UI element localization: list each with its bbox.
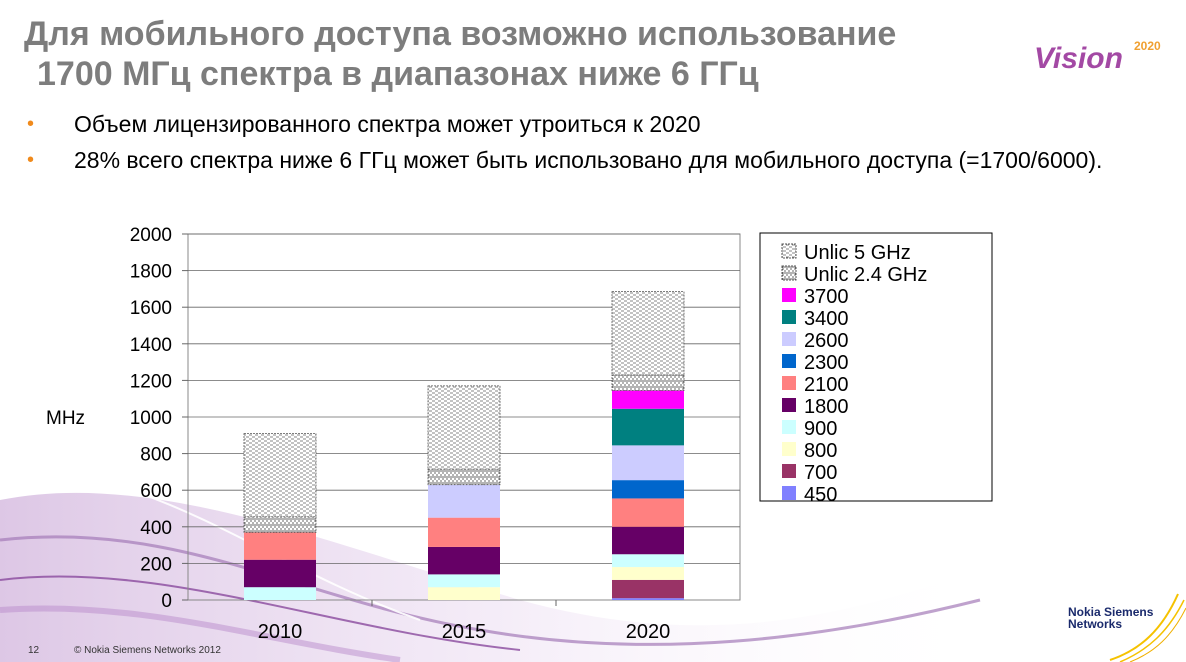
bar-segment-700-2020 <box>612 579 684 599</box>
bar-segment-900-2010 <box>244 587 316 600</box>
bar-segment-450-2020 <box>612 598 684 600</box>
legend-swatch <box>782 464 796 478</box>
legend-swatch <box>781 265 797 281</box>
legend-swatch <box>782 442 796 456</box>
bar-segment-unlic-2-4-ghz-2020 <box>611 374 685 391</box>
legend-swatch <box>782 376 796 390</box>
x-axis-ticks: 2010 2015 2020 <box>258 600 671 643</box>
bar-segment-1800-2015 <box>428 546 500 575</box>
slide-title: Для мобильного доступа возможно использо… <box>24 14 1004 94</box>
bar-segment-2600-2015 <box>428 484 500 518</box>
bullet-dot-icon: • <box>27 149 35 171</box>
legend-label: 2600 <box>804 330 849 352</box>
copyright: © Nokia Siemens Networks 2012 <box>74 645 221 656</box>
legend-swatch <box>782 398 796 412</box>
y-tick-label: 0 <box>161 591 172 612</box>
legend-label: 2300 <box>804 352 849 374</box>
legend-swatch <box>782 420 796 434</box>
y-tick-label: 200 <box>140 554 172 575</box>
bullet-item: • Объем лицензированного спектра может ут… <box>24 110 1144 138</box>
bar-segment-2100-2020 <box>612 498 684 527</box>
legend-label: Unlic 5 GHz <box>804 242 911 264</box>
y-tick-label: 2000 <box>130 225 172 246</box>
legend-swatch <box>781 243 797 259</box>
legend-swatch <box>782 332 796 346</box>
legend-label: 900 <box>804 418 837 440</box>
logo-text: Vision <box>1034 42 1123 75</box>
legend-label: 3400 <box>804 308 849 330</box>
bullet-text: Объем лицензированного спектра может утр… <box>74 111 701 137</box>
y-tick-label: 600 <box>140 481 172 502</box>
y-tick-label: 1200 <box>130 371 172 392</box>
bar-segment-unlic-2-4-ghz-2015 <box>427 468 501 486</box>
bar-segment-900-2020 <box>612 554 684 568</box>
brand-line-1: Nokia Siemens <box>1068 605 1154 619</box>
vision-2020-logo: Vision 2020 <box>1034 39 1161 75</box>
logo-year: 2020 <box>1134 39 1161 53</box>
bar-segment-800-2015 <box>428 587 500 600</box>
bar-segment-2600-2020 <box>612 445 684 481</box>
bar-segment-2300-2020 <box>612 480 684 499</box>
legend-label: 2100 <box>804 374 849 396</box>
bullet-dot-icon: • <box>27 113 35 135</box>
bullet-list: • Объем лицензированного спектра может ут… <box>24 110 1144 182</box>
bar-segment-unlic-2-4-ghz-2010 <box>243 516 317 533</box>
legend-label: 450 <box>804 484 837 506</box>
nsn-swoosh-icon <box>1109 593 1186 662</box>
bar-segment-unlic-5-ghz-2020 <box>611 291 685 376</box>
y-tick-label: 800 <box>140 445 172 466</box>
y-tick-label: 1400 <box>130 335 172 356</box>
bar-segment-1800-2010 <box>244 559 316 588</box>
y-tick-label: 1800 <box>130 262 172 283</box>
x-tick-label: 2015 <box>442 621 487 643</box>
bar-segment-1800-2020 <box>612 526 684 555</box>
bullet-item: • 28% всего спектра ниже 6 ГГц может быть… <box>24 146 1144 174</box>
brand-line-2: Networks <box>1068 617 1123 631</box>
title-line-2: 1700 МГц спектра в диапазонах ниже 6 ГГц <box>37 55 759 93</box>
y-tick-label: 1000 <box>130 408 172 429</box>
y-tick-label: 1600 <box>130 298 172 319</box>
y-tick-label: 400 <box>140 518 172 539</box>
bar-segment-unlic-5-ghz-2015 <box>427 385 501 470</box>
bar-segment-2100-2010 <box>244 532 316 560</box>
bar-segment-3700-2020 <box>612 390 684 409</box>
x-tick-label: 2010 <box>258 621 303 643</box>
bar-segment-3400-2020 <box>612 408 684 446</box>
brand-logo: Nokia Siemens Networks <box>1068 606 1153 630</box>
bar-segment-900-2015 <box>428 574 500 588</box>
y-axis-ticks: 0 200 400 600 800 1000 1200 1400 1600 1800 2000 <box>130 225 188 612</box>
legend-label: 800 <box>804 440 837 462</box>
legend-label: 1800 <box>804 396 849 418</box>
bar-segment-800-2020 <box>612 567 684 580</box>
legend-swatch <box>782 486 796 500</box>
legend-label: Unlic 2.4 GHz <box>804 264 927 286</box>
bar-segment-2100-2015 <box>428 517 500 547</box>
bullet-text: 28% всего спектра ниже 6 ГГц может быть … <box>74 147 1103 173</box>
legend-label: 700 <box>804 462 837 484</box>
legend-swatch <box>782 354 796 368</box>
x-tick-label: 2020 <box>626 621 671 643</box>
legend-swatch <box>782 288 796 302</box>
legend-label: 3700 <box>804 286 849 308</box>
legend-box <box>759 232 993 502</box>
page-number: 12 <box>28 645 40 656</box>
bars <box>243 291 685 600</box>
bar-segment-unlic-5-ghz-2010 <box>243 433 317 518</box>
title-line-1: Для мобильного доступа возможно использо… <box>24 15 897 53</box>
legend-swatch <box>782 310 796 324</box>
y-axis-label: MHz <box>46 408 85 429</box>
